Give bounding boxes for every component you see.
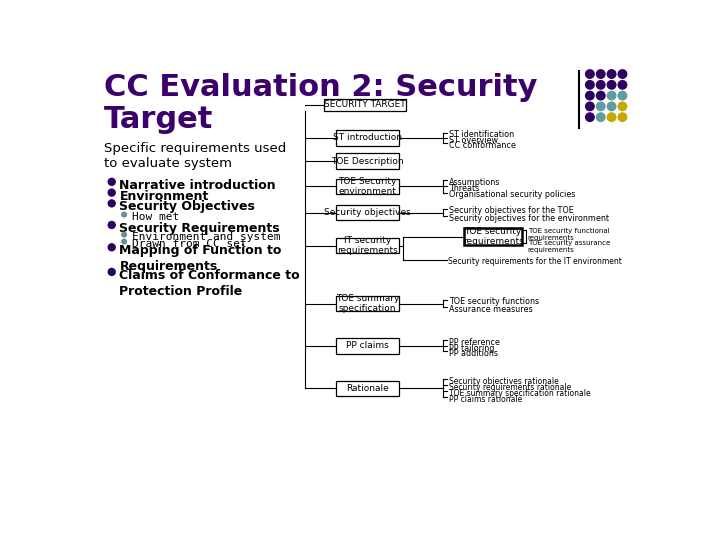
Circle shape [122, 212, 127, 217]
Text: Assurance measures: Assurance measures [449, 305, 533, 314]
Text: Specific requirements used
to evaluate system: Specific requirements used to evaluate s… [104, 142, 287, 170]
Text: TOE security assurance
requirements: TOE security assurance requirements [528, 240, 610, 253]
Circle shape [618, 70, 626, 78]
FancyBboxPatch shape [336, 205, 399, 220]
Text: Security Objectives: Security Objectives [120, 200, 256, 213]
Text: TOE security functions: TOE security functions [449, 298, 539, 306]
Text: Drawn from CC set: Drawn from CC set [132, 239, 246, 249]
Circle shape [585, 102, 594, 111]
Text: PP claims rationale: PP claims rationale [449, 395, 522, 404]
Text: Assumptions: Assumptions [449, 178, 500, 187]
Text: Security requirements rationale: Security requirements rationale [449, 383, 571, 392]
Text: TOE security
requirements: TOE security requirements [463, 227, 523, 246]
Circle shape [607, 91, 616, 100]
FancyBboxPatch shape [464, 228, 523, 245]
FancyBboxPatch shape [325, 99, 406, 111]
Circle shape [108, 189, 115, 196]
FancyBboxPatch shape [336, 179, 399, 194]
Circle shape [108, 268, 115, 275]
Circle shape [596, 113, 605, 122]
Text: CC Evaluation 2: Security: CC Evaluation 2: Security [104, 72, 537, 102]
Circle shape [596, 91, 605, 100]
Circle shape [108, 221, 115, 228]
Text: CC conformance: CC conformance [449, 141, 516, 150]
FancyBboxPatch shape [336, 296, 399, 311]
FancyBboxPatch shape [336, 153, 399, 168]
Circle shape [618, 102, 626, 111]
Text: PP tailoring: PP tailoring [449, 343, 494, 353]
Circle shape [618, 80, 626, 89]
Text: TOE Security
environment: TOE Security environment [338, 177, 397, 196]
Text: Security objectives for the TOE: Security objectives for the TOE [449, 206, 574, 215]
Text: Environment and system: Environment and system [132, 232, 280, 242]
Text: Claims of Conformance to
Protection Profile: Claims of Conformance to Protection Prof… [120, 269, 300, 298]
Text: Organisational security policies: Organisational security policies [449, 190, 575, 199]
Text: ST introduction: ST introduction [333, 133, 402, 143]
Text: TOE security functional
requirements: TOE security functional requirements [528, 228, 610, 241]
Circle shape [108, 200, 115, 207]
Text: Environment: Environment [120, 190, 209, 202]
Text: ST identification: ST identification [449, 130, 514, 139]
Text: PP reference: PP reference [449, 338, 500, 347]
Text: SECURITY TARGET: SECURITY TARGET [324, 100, 406, 109]
FancyBboxPatch shape [336, 381, 399, 396]
Circle shape [108, 244, 115, 251]
Circle shape [607, 113, 616, 122]
Text: Security requirements for the IT environment: Security requirements for the IT environ… [448, 257, 622, 266]
Circle shape [585, 70, 594, 78]
FancyBboxPatch shape [336, 338, 399, 354]
Text: TOE summary specification rationale: TOE summary specification rationale [449, 389, 590, 398]
Text: PP additions: PP additions [449, 349, 498, 358]
Text: TOE Description: TOE Description [331, 157, 404, 166]
Text: PP claims: PP claims [346, 341, 389, 350]
Circle shape [596, 80, 605, 89]
Circle shape [607, 70, 616, 78]
Circle shape [618, 91, 626, 100]
Circle shape [585, 80, 594, 89]
Text: Target: Target [104, 105, 213, 134]
Text: Rationale: Rationale [346, 384, 389, 393]
FancyBboxPatch shape [336, 130, 399, 146]
Text: Security objectives rationale: Security objectives rationale [449, 377, 559, 386]
Text: Threats: Threats [449, 184, 479, 193]
Circle shape [596, 70, 605, 78]
Circle shape [585, 113, 594, 122]
Text: Security Requirements: Security Requirements [120, 222, 280, 235]
Circle shape [122, 232, 127, 237]
Text: ST overview: ST overview [449, 136, 498, 145]
Circle shape [122, 239, 127, 244]
Text: Narrative introduction: Narrative introduction [120, 179, 276, 192]
Text: TOE summary
specification: TOE summary specification [336, 294, 399, 313]
Circle shape [585, 91, 594, 100]
FancyBboxPatch shape [336, 238, 399, 253]
Text: How met: How met [132, 212, 179, 222]
Text: Security objectives: Security objectives [324, 208, 411, 217]
Circle shape [596, 102, 605, 111]
Text: Security objectives for the environment: Security objectives for the environment [449, 214, 609, 223]
Circle shape [108, 178, 115, 185]
Text: Mapping of Function to
Requirements: Mapping of Function to Requirements [120, 244, 282, 273]
Text: IT security
requirements: IT security requirements [337, 236, 398, 255]
Circle shape [618, 113, 626, 122]
Circle shape [607, 102, 616, 111]
Circle shape [607, 80, 616, 89]
